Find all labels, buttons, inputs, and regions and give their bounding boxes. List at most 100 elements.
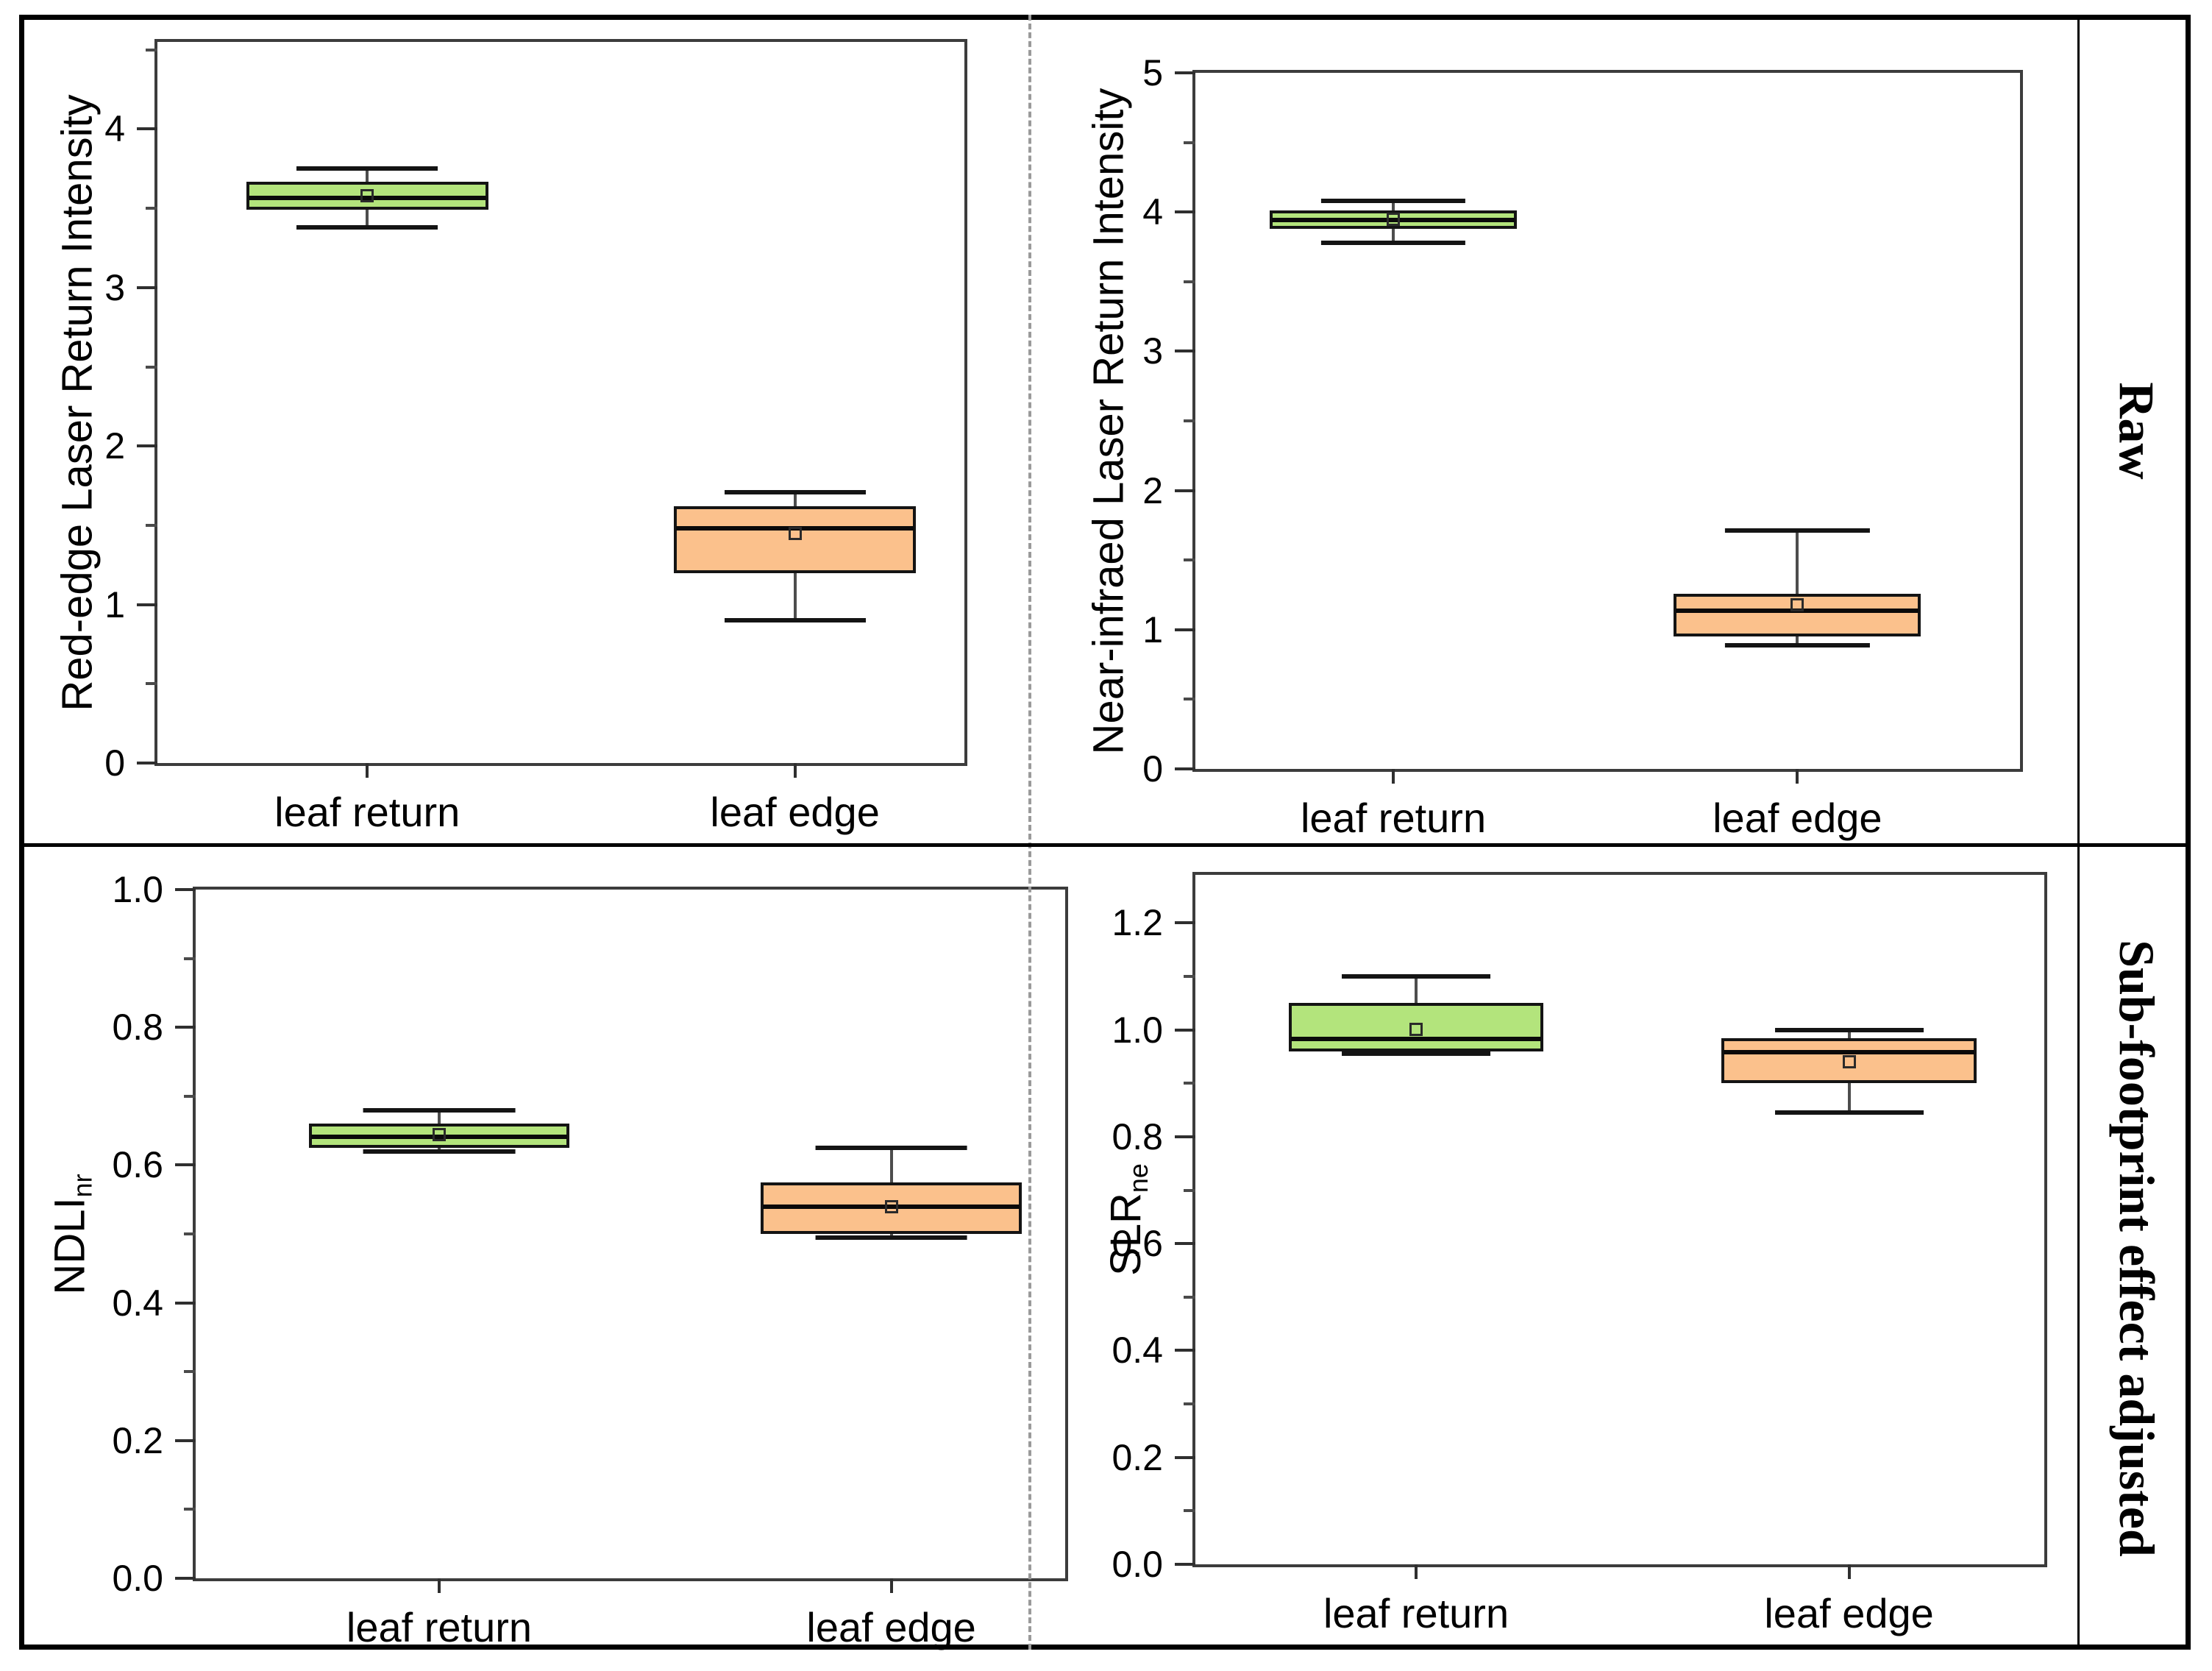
y-tick-label: 1: [1142, 609, 1163, 650]
y-minor-tick: [1184, 698, 1195, 701]
x-category-label: leaf edge: [806, 1604, 976, 1650]
y-tick-label: 3: [104, 266, 125, 308]
x-category-label: leaf return: [274, 789, 460, 835]
whisker-cap-top: [363, 1107, 516, 1113]
median-line: [1271, 218, 1515, 223]
y-tick-label: 1: [104, 583, 125, 625]
y-minor-tick: [184, 1508, 196, 1511]
y-tick-label: 2: [104, 425, 125, 467]
whisker-cap-bottom: [1320, 240, 1466, 245]
y-major-tick: [1175, 1349, 1195, 1352]
whisker-cap-top: [1725, 528, 1870, 533]
y-major-tick: [137, 127, 157, 131]
plot-adjusted-slr: 0.0 0.2 0.4 0.6 0.8 1.0 1.2 leaf return leaf edg…: [1112, 872, 2047, 1636]
median-line: [763, 1204, 1020, 1209]
y-minor-tick: [146, 523, 157, 527]
y-tick-label: 0: [1142, 748, 1163, 790]
mean-marker: [788, 527, 802, 541]
plot-raw-near-infrared: 0 1 2 3 4 5 leaf return leaf edge: [1142, 52, 2023, 841]
whisker-upper: [1392, 201, 1395, 211]
whisker-lower: [793, 572, 797, 621]
y-major-tick: [1175, 489, 1195, 492]
y-minor-tick: [146, 365, 157, 369]
whisker-cap-bottom: [1342, 1051, 1490, 1057]
y-minor-tick: [1184, 1402, 1195, 1406]
box-plot-box: [246, 181, 488, 210]
x-category-tick: [793, 763, 797, 778]
y-tick-label: 1.0: [112, 869, 163, 910]
whisker-lower: [1847, 1083, 1851, 1113]
y-major-tick: [137, 444, 157, 448]
y-minor-tick: [1184, 280, 1195, 283]
y-minor-tick: [1184, 1188, 1195, 1192]
x-category-tick: [437, 1578, 441, 1593]
median-line: [1290, 1036, 1542, 1041]
mean-marker: [884, 1199, 898, 1213]
y-major-tick: [1175, 1455, 1195, 1459]
y-minor-tick: [1184, 1295, 1195, 1299]
y-tick-label: 5: [1142, 52, 1163, 93]
y-tick-label: 0.4: [1112, 1330, 1163, 1372]
y-tick-label: 4: [104, 108, 125, 150]
row-divider: [19, 843, 2191, 847]
median-line: [1724, 1050, 1974, 1055]
mean-marker: [1790, 598, 1804, 612]
box-plot-box: [1269, 210, 1518, 229]
y-tick-label: 0.6: [1112, 1223, 1163, 1265]
whisker-cap-bottom: [815, 1235, 968, 1240]
whisker-cap-top: [815, 1146, 968, 1150]
whisker-cap-bottom: [296, 225, 438, 230]
whisker-upper: [366, 168, 369, 182]
whisker-lower: [366, 210, 369, 227]
y-tick-label: 0.4: [112, 1282, 163, 1324]
x-category-label: leaf edge: [1764, 1590, 1934, 1636]
y-tick-label: 0.0: [112, 1558, 163, 1599]
x-category-tick: [1415, 1564, 1418, 1579]
x-category-label: leaf return: [1300, 795, 1487, 841]
box-plot-box: [1674, 593, 1921, 637]
whisker-upper: [1415, 976, 1418, 1004]
mean-marker: [1409, 1023, 1423, 1037]
y-major-tick: [1175, 767, 1195, 770]
whisker-lower: [1392, 228, 1395, 243]
side-column-divider: [2077, 15, 2080, 1650]
y-major-tick: [175, 1026, 196, 1029]
box-plot-box: [1721, 1037, 1977, 1084]
x-category-label: leaf edge: [1713, 795, 1882, 841]
y-minor-tick: [146, 48, 157, 52]
y-minor-tick: [184, 957, 196, 960]
y-major-tick: [137, 285, 157, 289]
row-label-raw: Raw: [2108, 382, 2165, 480]
y-minor-tick: [184, 1094, 196, 1098]
box-plot-box: [761, 1182, 1022, 1234]
whisker-cap-bottom: [1725, 642, 1870, 648]
y-tick-label: 0.2: [1112, 1436, 1163, 1478]
y-tick-label: 0.0: [1112, 1544, 1163, 1585]
whisker-upper: [889, 1148, 893, 1182]
y-major-tick: [1175, 1563, 1195, 1566]
y-major-tick: [175, 1577, 196, 1580]
box-plot-box: [674, 506, 917, 573]
y-minor-tick: [184, 1370, 196, 1374]
y-minor-tick: [1184, 1082, 1195, 1085]
mean-marker: [1842, 1054, 1856, 1068]
median-line: [310, 1135, 568, 1140]
y-tick-label: 0: [104, 742, 125, 784]
y-tick-label: 0.8: [112, 1007, 163, 1049]
box-plot-box: [1288, 1003, 1544, 1051]
y-major-tick: [1175, 71, 1195, 74]
box-plot-box: [308, 1124, 570, 1148]
median-line: [248, 196, 486, 201]
y-major-tick: [137, 603, 157, 606]
y-major-tick: [1175, 1242, 1195, 1246]
y-tick-label: 0.8: [1112, 1115, 1163, 1157]
x-category-tick: [1392, 769, 1395, 784]
whisker-cap-bottom: [724, 618, 866, 623]
y-major-tick: [175, 1438, 196, 1442]
whisker-cap-top: [296, 166, 438, 171]
y-major-tick: [175, 888, 196, 891]
whisker-upper: [1796, 531, 1799, 594]
x-category-tick: [1847, 1564, 1851, 1579]
y-minor-tick: [1184, 558, 1195, 562]
y-tick-label: 3: [1142, 330, 1163, 372]
